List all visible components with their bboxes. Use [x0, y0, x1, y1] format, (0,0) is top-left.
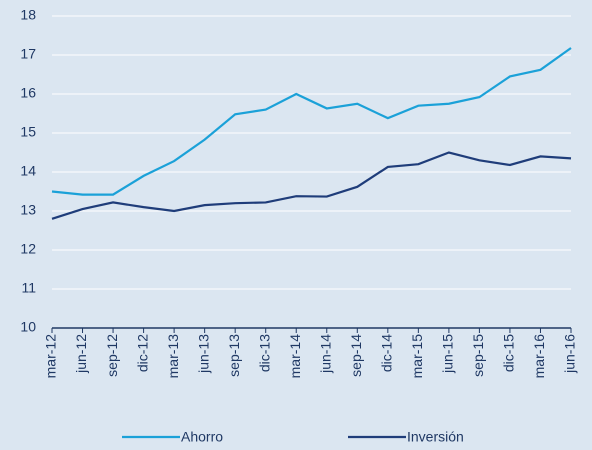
x-tick-label: sep-14 — [348, 334, 364, 377]
x-tick-label: sep-12 — [104, 334, 120, 377]
y-tick-label: 10 — [20, 319, 36, 335]
x-tick-label: dic-15 — [501, 334, 517, 372]
x-tick-label: jun-12 — [73, 334, 89, 374]
y-tick-label: 12 — [20, 241, 36, 257]
series-line — [51, 47, 572, 196]
x-tick-label: mar-14 — [287, 334, 303, 379]
x-tick-label: mar-12 — [43, 334, 59, 379]
x-tick-label: sep-15 — [470, 334, 486, 377]
x-tick-label: jun-13 — [195, 334, 211, 374]
y-tick-label: 17 — [20, 46, 36, 62]
x-tick-label: sep-13 — [226, 334, 242, 377]
x-tick-label: dic-14 — [379, 334, 395, 372]
y-tick-label: 14 — [20, 163, 36, 179]
y-tick-label: 16 — [20, 85, 36, 101]
y-tick-label: 11 — [21, 280, 36, 296]
legend-label: Ahorro — [181, 429, 223, 445]
y-tick-label: 18 — [20, 7, 36, 23]
x-tick-label: mar-13 — [165, 334, 181, 379]
y-tick-label: 13 — [20, 202, 36, 218]
x-tick-label: dic-13 — [256, 334, 272, 372]
series-line — [51, 151, 572, 220]
x-tick-label: jun-15 — [440, 334, 456, 374]
legend-label: Inversión — [407, 429, 464, 445]
x-tick-label: mar-15 — [409, 334, 425, 379]
x-tick-label: mar-16 — [531, 334, 547, 379]
x-tick-label: jun-14 — [317, 334, 333, 374]
y-tick-label: 15 — [20, 124, 36, 140]
x-tick-label: jun-16 — [562, 334, 578, 374]
x-tick-label: dic-12 — [134, 334, 150, 372]
